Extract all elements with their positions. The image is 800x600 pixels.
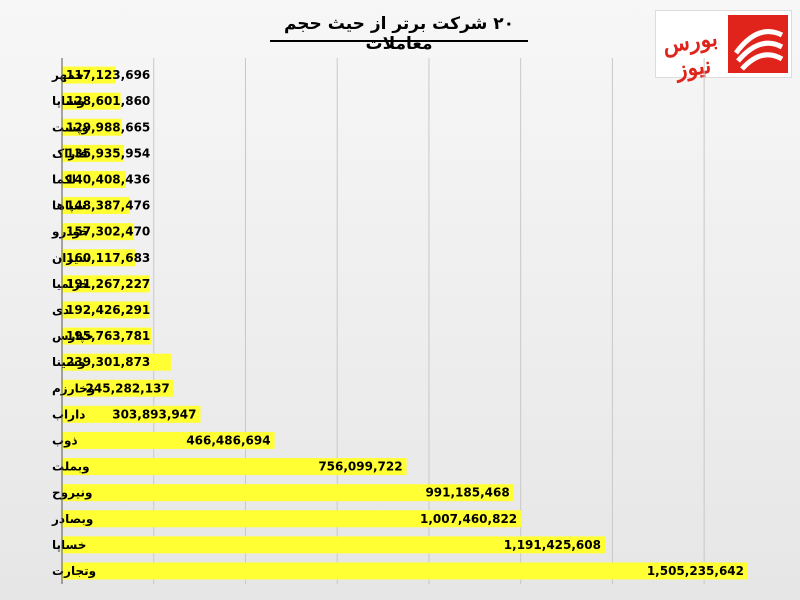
category-label: وساپا — [52, 94, 85, 109]
title-underline — [270, 40, 528, 42]
bar — [62, 92, 121, 110]
category-labels: خمهروساپاوپستفاراکلکماسپاهاخودروشیرانخزا… — [51, 68, 96, 579]
bar — [62, 327, 152, 345]
value-label: 128,601,860 — [66, 94, 150, 108]
value-label: 191,267,227 — [66, 277, 150, 291]
value-label: 1,191,425,608 — [504, 538, 601, 552]
value-label: 991,185,468 — [425, 486, 509, 500]
bar — [62, 223, 134, 241]
gridlines — [153, 58, 705, 584]
bar — [62, 301, 150, 319]
value-label: 245,282,137 — [86, 381, 170, 395]
bar — [62, 562, 748, 580]
value-label: 192,426,291 — [66, 303, 150, 317]
value-label: 140,408,436 — [66, 172, 150, 186]
value-label: 135,935,954 — [66, 146, 150, 160]
category-label: وپست — [52, 120, 89, 135]
chart-title: ۲۰ شرکت برتر از حیث حجم معاملات — [283, 14, 515, 54]
value-labels: 117,123,696 128,601,860 129,988,665 135,935… — [66, 68, 744, 578]
bar — [62, 431, 275, 449]
category-label: وبملت — [52, 460, 90, 475]
bar — [62, 249, 135, 267]
category-label: دی — [52, 303, 69, 317]
category-label: خمهر — [51, 68, 84, 82]
category-label: ونیروح — [52, 486, 92, 501]
category-label: وتجارت — [52, 564, 96, 579]
bar — [62, 510, 522, 528]
bar — [62, 379, 174, 397]
category-label: سپاها — [52, 199, 86, 213]
value-label: 195,763,781 — [66, 329, 150, 343]
value-label: 129,988,665 — [66, 120, 150, 134]
value-label: 303,893,947 — [112, 407, 196, 421]
value-label: 756,099,722 — [318, 460, 402, 474]
brand-logo: بورس نیوز — [655, 10, 792, 83]
category-label: وبصادر — [51, 512, 93, 527]
bar — [62, 405, 201, 423]
category-label: فاراک — [52, 146, 88, 160]
bars — [62, 66, 748, 580]
value-label: 157,302,470 — [66, 225, 150, 239]
bar — [62, 484, 514, 502]
bar — [62, 144, 124, 162]
category-label: لکما — [52, 172, 76, 186]
category-label: خودرو — [51, 225, 89, 240]
value-label: 117,123,696 — [66, 68, 150, 82]
category-label: وخارزم — [52, 381, 95, 396]
value-label: 466,486,694 — [186, 433, 270, 447]
category-label: خزامیا — [52, 277, 89, 291]
category-label: خساپا — [52, 538, 86, 552]
bar — [62, 458, 407, 476]
value-label: 1,007,460,822 — [420, 512, 517, 526]
bar — [62, 197, 130, 215]
category-label: وسینا — [52, 355, 86, 370]
value-label: 160,117,683 — [66, 251, 150, 265]
bar — [62, 353, 172, 371]
bar — [62, 66, 116, 84]
category-label: ذوب — [52, 433, 78, 448]
value-label: 239,301,873 — [66, 355, 150, 369]
bar — [62, 118, 122, 136]
logo-swirl-icon — [728, 15, 788, 73]
value-label: 1,505,235,642 — [647, 564, 744, 578]
value-label: 148,387,476 — [66, 199, 150, 213]
bar — [62, 536, 605, 554]
category-label: داراب — [52, 407, 85, 421]
bar — [62, 275, 150, 293]
bar — [62, 170, 126, 188]
